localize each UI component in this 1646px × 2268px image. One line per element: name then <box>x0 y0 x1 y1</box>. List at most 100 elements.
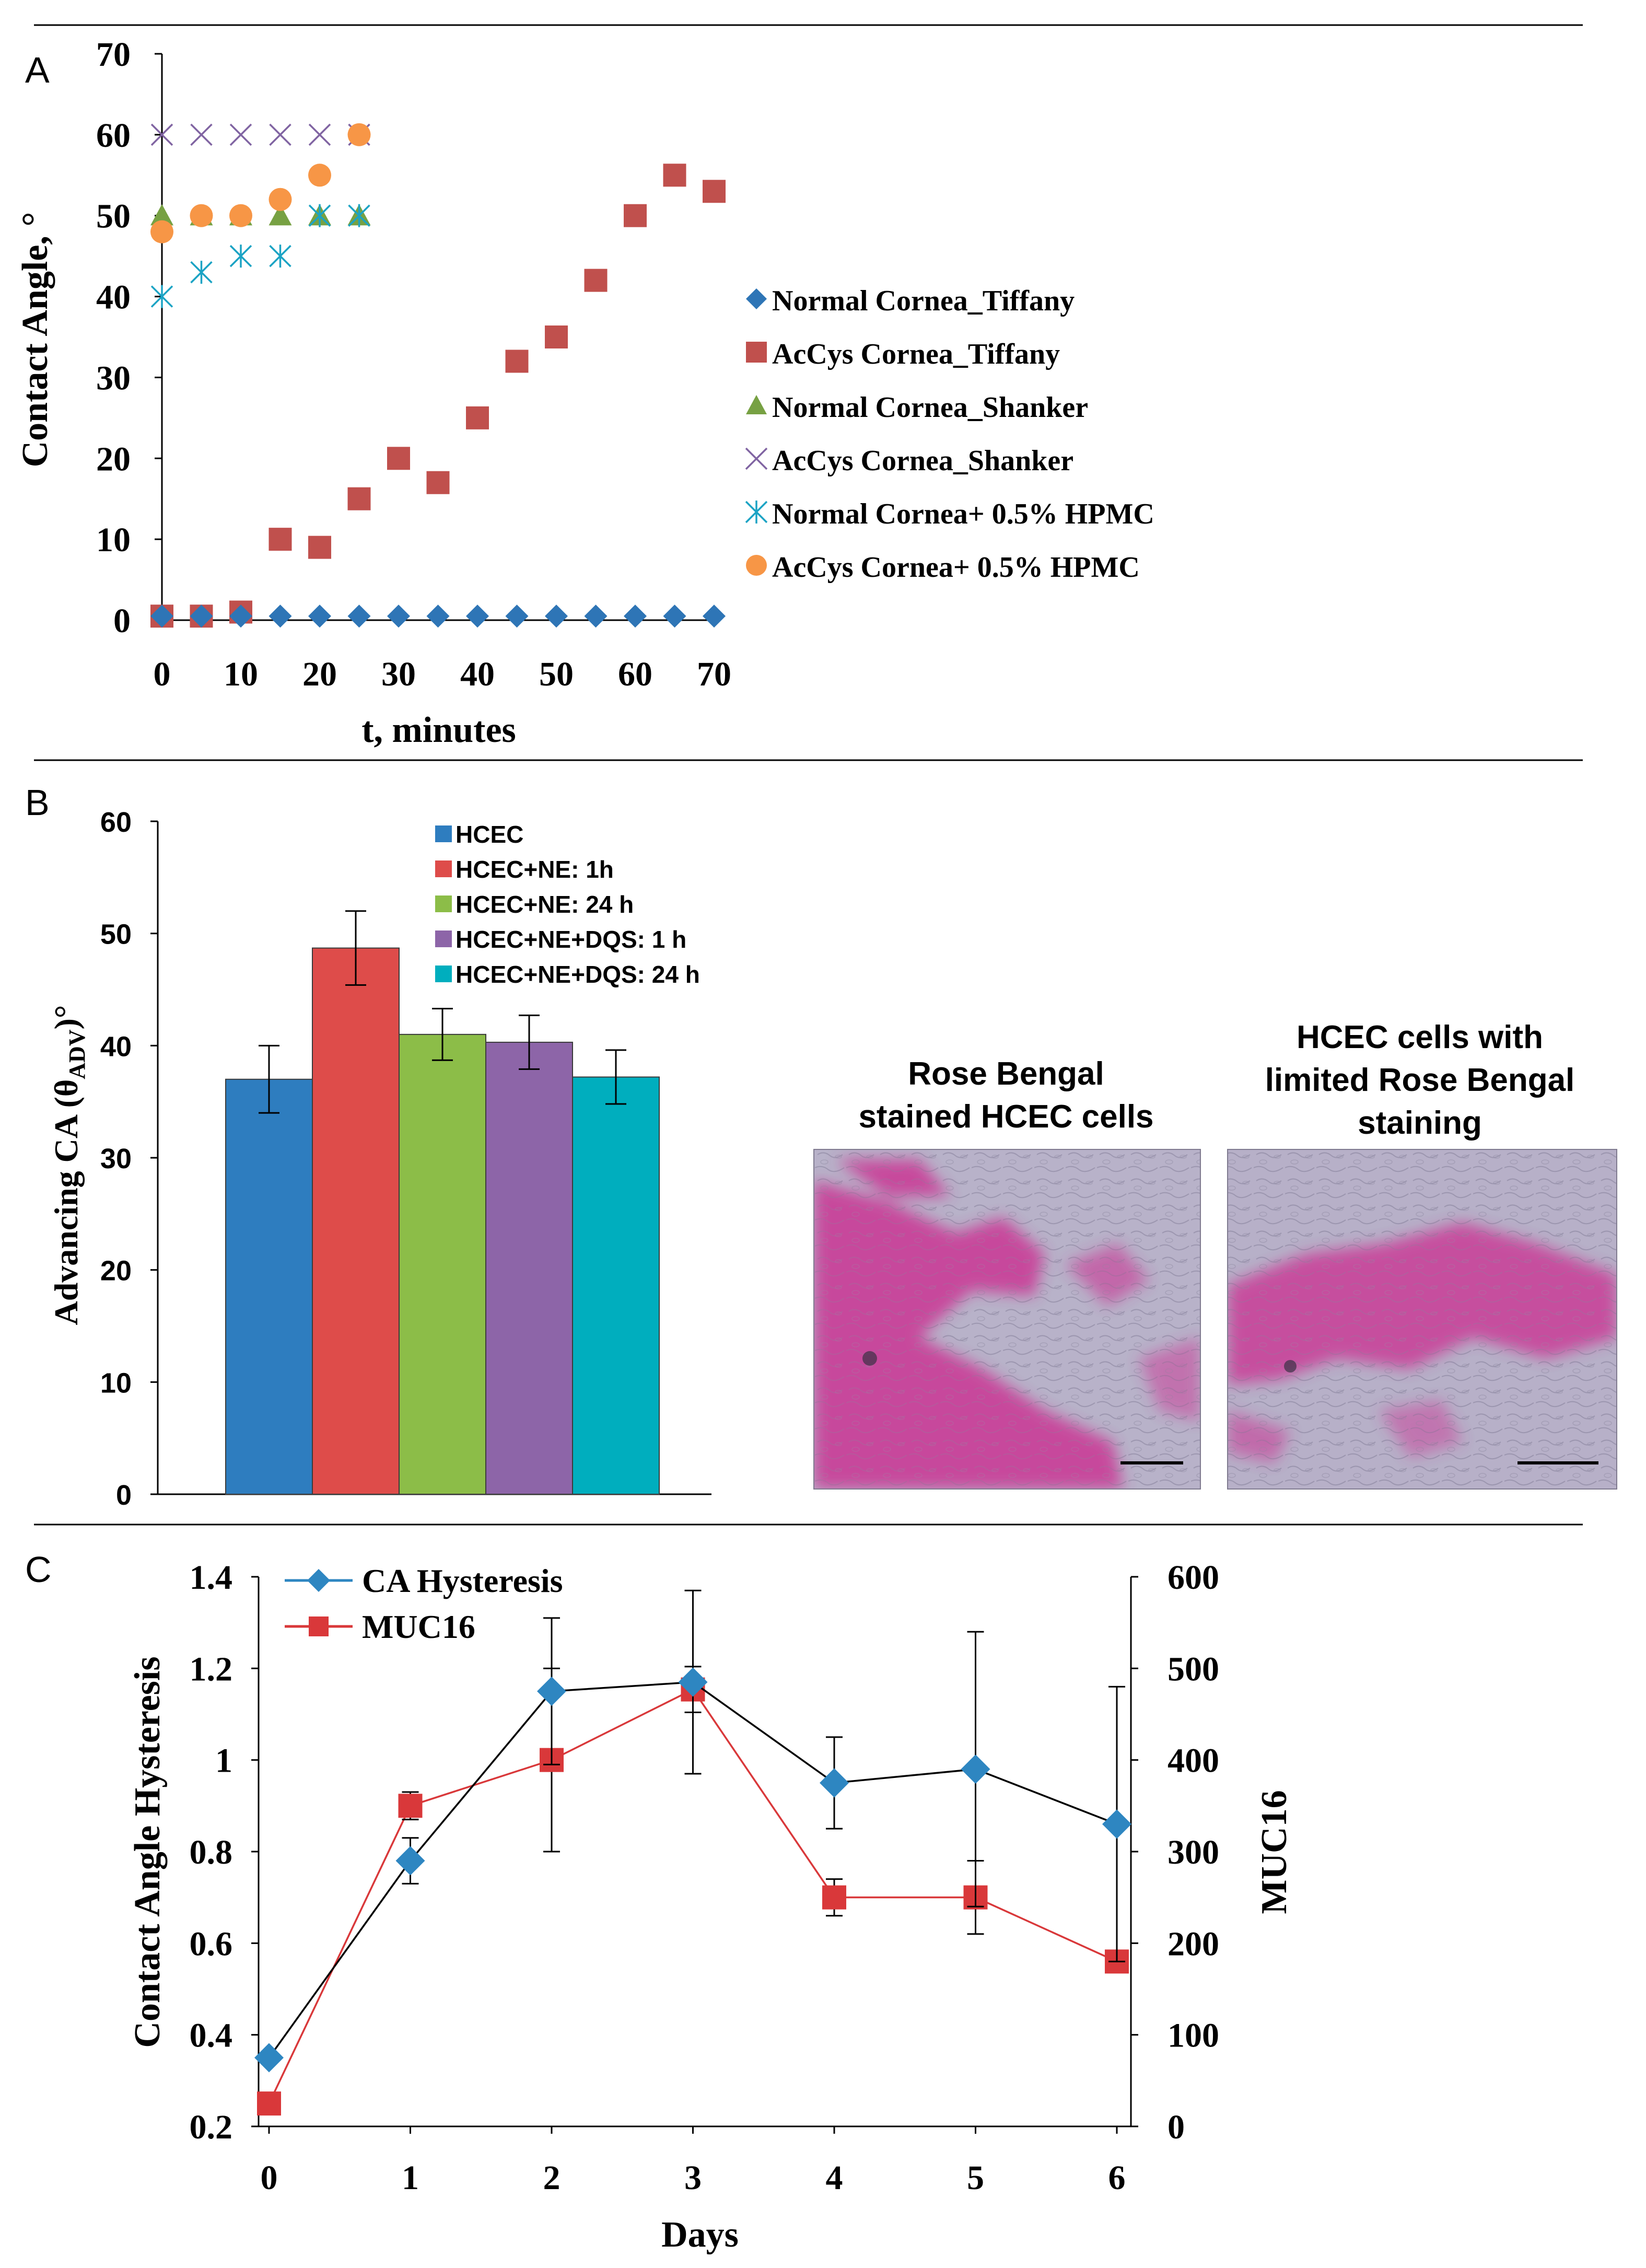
panel-b-legend: HCEC HCEC+NE: 1h HCEC+NE: 24 h HCEC+NE+DQS:… <box>435 821 700 988</box>
panel-b-legend-label: HCEC+NE+DQS: 24 h <box>456 961 700 988</box>
panel-c-point <box>395 1846 425 1876</box>
panel-letter-a: A <box>25 50 50 90</box>
panel-a-point-stroke-2 <box>269 123 291 146</box>
panel-a-point <box>703 180 726 203</box>
panel-a-point <box>703 604 726 628</box>
panel-b-legend-swatch <box>435 931 452 947</box>
panel-c-point <box>257 2091 281 2116</box>
panel-b-y-axis-label-sub: ADV <box>64 1029 90 1079</box>
panel-a-point <box>150 220 173 243</box>
panel-c-y-axis-label: Contact Angle Hysteresis <box>127 1656 168 2048</box>
panel-b-y-tick-label: 10 <box>100 1367 132 1399</box>
panel-a-axes <box>155 53 719 621</box>
panel-a-y-tick-label: 70 <box>96 36 131 74</box>
micrograph-2-title-line1: HCEC cells with <box>1297 1019 1543 1055</box>
panel-c-y-tick-label: 0.4 <box>190 2017 233 2055</box>
panel-c-axes <box>251 1576 1138 2134</box>
panel-a-series <box>150 164 726 628</box>
panel-c-lines <box>254 1589 1131 2116</box>
panel-a-point <box>505 350 529 373</box>
panel-b-bar-group <box>572 1049 660 1495</box>
panel-a-point <box>387 447 410 470</box>
panel-a-point <box>545 325 568 348</box>
panel-a-point <box>624 604 647 628</box>
panel-a-legend-label: AcCys Cornea_Tiffany <box>772 338 1060 370</box>
panel-b-y-tick-label: 20 <box>100 1255 132 1287</box>
panel-a-point <box>150 285 173 308</box>
panel-a-point <box>347 604 371 628</box>
panel-c-y2-tick-label: 400 <box>1168 1742 1219 1780</box>
panel-a-legend-label: AcCys Cornea+ 0.5% HPMC <box>772 551 1140 584</box>
panel-c-point <box>537 1677 566 1706</box>
panel-a-legend-marker-stroke-2 <box>745 447 768 470</box>
panel-a-point-stroke-2 <box>150 123 173 146</box>
panel-c-y2-tick-label: 0 <box>1168 2108 1185 2146</box>
panel-a-point <box>190 123 213 146</box>
panel-a-point <box>387 604 410 628</box>
panel-c-y-tick-label: 0.2 <box>190 2108 233 2146</box>
panel-a-point <box>269 604 292 628</box>
panel-c-legend-marker <box>307 1569 330 1592</box>
micrograph-2 <box>1227 1149 1617 1490</box>
panel-b-y-tick-label: 50 <box>100 919 132 950</box>
panel-c-point <box>254 2043 284 2073</box>
panel-letter-c: C <box>25 1549 52 1590</box>
panel-b-bar <box>312 947 400 1495</box>
panel-c-y2-tick-label: 500 <box>1168 1650 1219 1688</box>
panel-c-x-tick-label: 1 <box>402 2159 419 2197</box>
panel-a-point <box>229 604 252 628</box>
panel-a-point <box>348 204 370 227</box>
panel-a-legend-label: AcCys Cornea_Shanker <box>772 445 1073 477</box>
panel-a-point <box>426 471 450 494</box>
panel-a-point <box>150 204 173 226</box>
panel-b-bar-group <box>312 910 400 1495</box>
panel-a-series <box>150 204 371 226</box>
panel-a-point-stroke-2 <box>190 123 213 146</box>
panel-a-y-tick-label: 0 <box>113 602 131 640</box>
panel-a-x-tick-label: 20 <box>302 655 337 693</box>
panel-a-point <box>229 123 252 146</box>
panel-a-point <box>347 123 371 146</box>
panel-c-legend-marker <box>309 1616 329 1636</box>
panel-c-x-tick-label: 5 <box>967 2159 984 2197</box>
panel-a-legend: Normal Cornea_Tiffany AcCys Cornea_Tiffan… <box>745 285 1154 584</box>
panel-c-x-tick-label: 2 <box>543 2159 561 2197</box>
panel-letter-b: B <box>25 782 50 823</box>
panel-b-y-tick-label: 60 <box>100 807 132 838</box>
panel-b-bar <box>225 1078 313 1495</box>
panel-a-point <box>229 204 252 227</box>
panel-c-y-tick-label: 1.4 <box>190 1558 233 1597</box>
panel-a-legend-label: Normal Cornea+ 0.5% HPMC <box>772 498 1154 530</box>
panel-c-tick-labels: 0.2 0.4 0.6 0.8 1 1.2 1.4 0 100 200 300 400 500 600 0 1… <box>190 1558 1220 2197</box>
panel-a-tick-labels: 0 10 20 30 40 50 60 70 0 10 20 30 40 50 60 70 <box>96 36 731 693</box>
panel-a-point <box>347 487 371 510</box>
panel-a-point <box>466 604 489 628</box>
panel-a-point <box>426 604 450 628</box>
panel-b-bar <box>485 1041 573 1495</box>
panel-a-point <box>308 164 331 187</box>
panel-c-x-axis-label: Days <box>661 2215 739 2255</box>
panel-a-x-tick-label: 70 <box>697 655 731 693</box>
panel-a-legend-label: Normal Cornea_Shanker <box>772 391 1088 424</box>
micrograph-1-title-line2: stained HCEC cells <box>858 1099 1153 1135</box>
panel-a-legend-marker <box>746 555 767 576</box>
panel-a-x-axis-label: t, minutes <box>361 710 516 750</box>
panel-b-bars <box>225 910 660 1495</box>
panel-b-y-tick-label: 30 <box>100 1143 132 1174</box>
panel-c-y-tick-label: 1.2 <box>190 1650 233 1688</box>
panel-c-y-tick-label: 1 <box>215 1742 232 1780</box>
panel-a-point <box>269 123 291 146</box>
panel-b-bar-group <box>399 1007 486 1495</box>
panel-a-point <box>308 604 331 628</box>
panel-c-y-tick-label: 0.8 <box>190 1833 233 1871</box>
panel-c-y2-tick-label: 600 <box>1168 1558 1219 1597</box>
panel-c-legend: CA Hysteresis MUC16 <box>285 1562 563 1645</box>
panel-a-point <box>466 406 489 429</box>
panel-a-point <box>663 164 686 187</box>
panel-c-x-tick-label: 6 <box>1108 2159 1126 2197</box>
panel-a-point <box>269 188 292 211</box>
panel-a-y-tick-label: 20 <box>96 440 131 478</box>
panel-a-legend-marker <box>745 447 768 470</box>
micrograph-1-debris <box>862 1351 877 1366</box>
